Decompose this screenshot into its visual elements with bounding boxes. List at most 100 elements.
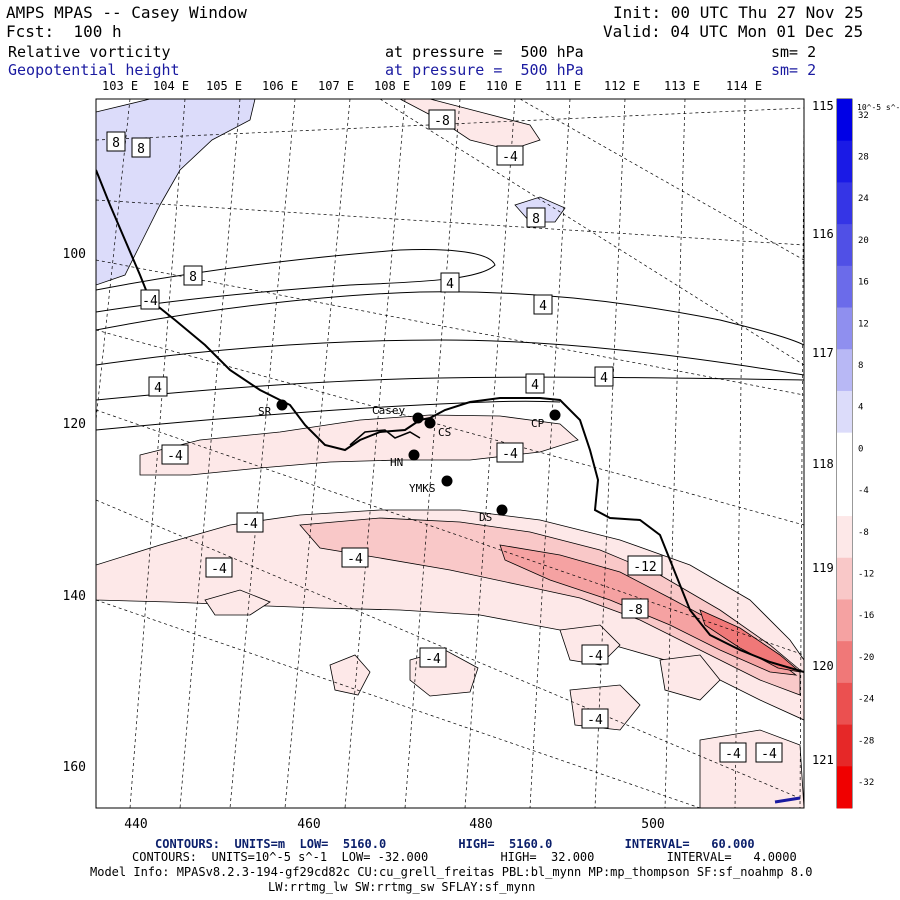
colorbar-cell: [837, 599, 852, 642]
lon-label: 107 E: [318, 79, 354, 93]
x-tick: 460: [297, 817, 320, 832]
y-tick: 160: [63, 760, 86, 775]
svg-text:-4: -4: [725, 747, 741, 762]
contour-label: -4: [161, 444, 189, 465]
lon-label: 113 E: [664, 79, 700, 93]
svg-text:8: 8: [112, 136, 120, 151]
height-contours: [96, 249, 804, 431]
lon-label: 110 E: [486, 79, 522, 93]
svg-text:-4: -4: [167, 449, 183, 464]
forecast-hour: Fcst: 100 h: [6, 22, 122, 41]
contour-info-vorticity: CONTOURS: UNITS=10^-5 s^-1 LOW= -32.000 …: [132, 850, 797, 864]
lon-label: 111 E: [545, 79, 581, 93]
contour-label: -4: [755, 742, 783, 763]
plot-title: AMPS MPAS -- Casey Window: [6, 3, 247, 22]
contour-label: -4: [496, 442, 524, 463]
x-tick: 500: [641, 817, 664, 832]
colorbar-tick: -8: [858, 528, 869, 538]
x-tick: 440: [124, 817, 147, 832]
x-axis-ticks: 440 460 480 500: [124, 817, 664, 832]
lon-label: 112 E: [604, 79, 640, 93]
colorbar-tick: -12: [858, 570, 874, 580]
vorticity-negative-area: [299, 517, 801, 696]
svg-text:-4: -4: [425, 652, 441, 667]
colorbar-tick: 8: [858, 361, 863, 371]
colorbar-cell: [837, 557, 852, 600]
lon-label: 104 E: [153, 79, 189, 93]
lon-label: 114 E: [726, 79, 762, 93]
contour-label: 4: [148, 376, 168, 397]
station-marker: CP: [531, 409, 561, 430]
svg-text:-4: -4: [502, 150, 518, 165]
colorbar-tick: -24: [858, 695, 874, 705]
lon-label: 109 E: [430, 79, 466, 93]
colorbar-tick: 16: [858, 278, 869, 288]
colorbar-tick: 32: [858, 111, 869, 121]
y-tick: 140: [63, 589, 86, 604]
vorticity-negative-area: [204, 589, 271, 616]
contour-label: -4: [719, 742, 747, 763]
colorbar-cell: [837, 724, 852, 767]
colorbar-cell: [837, 265, 852, 309]
contour-label: 8: [526, 207, 546, 228]
colorbar: 10^-5 s^-1 32 28 24 20 16 12 8 4 0 -4 -8 -12 -16 -20 -…: [836, 98, 900, 809]
svg-text:4: 4: [154, 381, 162, 396]
contour-info-height: CONTOURS: UNITS=m LOW= 5160.0 HIGH= 5160…: [155, 837, 755, 851]
svg-text:-4: -4: [211, 562, 227, 577]
contour-label: 4: [594, 366, 614, 387]
lon-label: 106 E: [262, 79, 298, 93]
svg-text:-4: -4: [502, 447, 518, 462]
svg-text:CP: CP: [531, 417, 545, 430]
contour-label: 4: [440, 272, 460, 293]
colorbar-tick: -16: [858, 611, 874, 621]
svg-text:4: 4: [600, 371, 608, 386]
svg-text:8: 8: [189, 270, 197, 285]
contour-label: 8: [106, 131, 126, 152]
colorbar-tick: -28: [858, 736, 874, 746]
svg-text:-4: -4: [587, 713, 603, 728]
contour-label: 8: [131, 137, 151, 158]
svg-text:4: 4: [446, 277, 454, 292]
svg-text:-4: -4: [587, 649, 603, 664]
colorbar-tick: -4: [858, 486, 869, 496]
valid-time: Valid: 04 UTC Mon 01 Dec 25: [603, 22, 864, 41]
contour-label: 8: [183, 265, 203, 286]
vorticity-positive-area: [96, 99, 256, 286]
colorbar-cell: [837, 390, 852, 434]
svg-text:CS: CS: [438, 426, 451, 439]
svg-text:-4: -4: [242, 517, 258, 532]
coastline: [774, 796, 801, 804]
y-tick: 120: [63, 417, 86, 432]
vorticity-negative-area: [329, 654, 371, 696]
contour-label: -4: [581, 644, 609, 665]
colorbar-tick: 4: [858, 403, 863, 413]
colorbar-cell: [837, 682, 852, 726]
contour-labels: 8 8 8 -8 -4 8 4 -4 4 4 4 4 -4 -4 -4 -4 -…: [106, 109, 783, 763]
field2-smoothing: sm= 2: [771, 61, 817, 79]
svg-text:8: 8: [532, 212, 540, 227]
colorbar-tick: -20: [858, 653, 874, 663]
field2-name: Geopotential height: [8, 61, 180, 79]
colorbar-tick: 0: [858, 444, 863, 454]
station-marker: HN: [390, 449, 420, 469]
station-marker: SR: [258, 399, 288, 418]
colorbar-tick: 24: [858, 194, 869, 204]
graticule: [96, 99, 804, 808]
contour-label: -4: [236, 512, 264, 533]
lon-label: 105 E: [206, 79, 242, 93]
x-tick: 480: [469, 817, 492, 832]
field2-level: at pressure = 500 hPa: [385, 61, 584, 79]
coastline: [349, 429, 421, 446]
lon-label: 108 E: [374, 79, 410, 93]
svg-text:DS: DS: [479, 511, 492, 524]
colorbar-cell: [837, 516, 852, 559]
model-info-schemes: LW:rrtmg_lw SW:rrtmg_sw SFLAY:sf_mynn: [268, 880, 536, 894]
svg-text:-4: -4: [761, 747, 777, 762]
station-marker: YMKS: [409, 475, 453, 495]
colorbar-tick: 12: [858, 319, 869, 329]
svg-text:HN: HN: [390, 456, 403, 469]
init-time: Init: 00 UTC Thu 27 Nov 25: [613, 3, 864, 22]
longitude-labels: 103 E 104 E 105 E 106 E 107 E 108 E 109 …: [102, 79, 762, 93]
svg-text:8: 8: [137, 142, 145, 157]
